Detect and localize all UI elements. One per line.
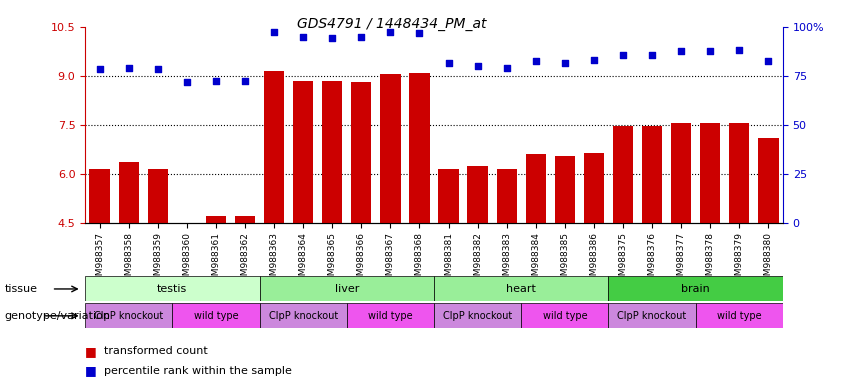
Point	[122, 65, 135, 71]
Bar	[555, 156, 575, 223]
Bar	[293, 81, 313, 223]
Bar	[729, 123, 750, 223]
Point	[413, 30, 426, 36]
Text: heart: heart	[506, 284, 536, 294]
Point	[500, 65, 513, 71]
Bar	[172, 303, 260, 328]
Text: wild type: wild type	[194, 311, 238, 321]
Bar	[526, 154, 546, 223]
Text: ClpP knockout: ClpP knockout	[94, 311, 163, 321]
Text: liver: liver	[334, 284, 359, 294]
Bar	[147, 169, 168, 223]
Point	[762, 58, 775, 64]
Point	[733, 46, 746, 53]
Bar	[696, 303, 783, 328]
Text: testis: testis	[157, 284, 187, 294]
Bar	[521, 303, 608, 328]
Bar	[671, 123, 691, 223]
Text: wild type: wild type	[368, 311, 413, 321]
Point	[296, 34, 310, 40]
Bar	[85, 303, 173, 328]
Point	[355, 34, 368, 40]
Point	[471, 63, 484, 69]
Point	[645, 51, 659, 58]
Point	[616, 51, 630, 58]
Bar	[438, 169, 459, 223]
Bar	[322, 81, 342, 223]
Point	[529, 58, 543, 64]
Text: ClpP knockout: ClpP knockout	[269, 311, 338, 321]
Text: wild type: wild type	[717, 311, 762, 321]
Bar	[351, 82, 372, 223]
Bar	[347, 303, 434, 328]
Point	[325, 35, 339, 41]
Point	[384, 29, 397, 35]
Point	[558, 60, 572, 66]
Text: GDS4791 / 1448434_PM_at: GDS4791 / 1448434_PM_at	[297, 17, 486, 31]
Point	[151, 66, 164, 73]
Bar	[496, 169, 517, 223]
Text: wild type: wild type	[543, 311, 587, 321]
Text: ClpP knockout: ClpP knockout	[443, 311, 512, 321]
Point	[704, 48, 717, 55]
Bar	[700, 123, 721, 223]
Bar	[235, 216, 255, 223]
Text: ■: ■	[85, 364, 101, 377]
Bar	[758, 138, 779, 223]
Point	[93, 66, 106, 73]
Point	[442, 60, 455, 66]
Text: percentile rank within the sample: percentile rank within the sample	[104, 366, 292, 376]
Bar	[89, 169, 110, 223]
Text: tissue: tissue	[4, 284, 37, 294]
Bar	[260, 303, 347, 328]
Bar	[434, 276, 608, 301]
Bar	[467, 166, 488, 223]
Bar	[260, 276, 434, 301]
Bar	[380, 74, 401, 223]
Point	[238, 78, 252, 84]
Point	[587, 56, 601, 63]
Bar	[642, 126, 662, 223]
Text: brain: brain	[682, 284, 710, 294]
Bar	[264, 71, 284, 223]
Bar	[409, 73, 430, 223]
Point	[209, 78, 223, 84]
Text: ■: ■	[85, 345, 101, 358]
Bar	[608, 276, 783, 301]
Bar	[434, 303, 521, 328]
Bar	[206, 216, 226, 223]
Text: genotype/variation: genotype/variation	[4, 311, 111, 321]
Bar	[613, 126, 633, 223]
Text: ClpP knockout: ClpP knockout	[618, 311, 687, 321]
Point	[180, 79, 194, 85]
Text: transformed count: transformed count	[104, 346, 208, 356]
Bar	[85, 276, 260, 301]
Point	[267, 29, 281, 35]
Bar	[608, 303, 696, 328]
Point	[674, 48, 688, 55]
Bar	[118, 162, 139, 223]
Bar	[584, 152, 604, 223]
